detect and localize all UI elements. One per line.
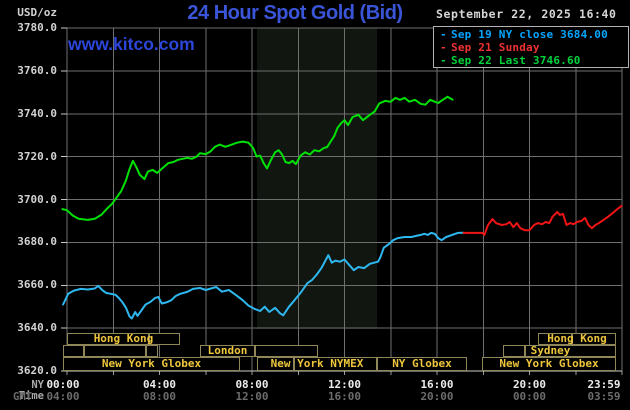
y-axis-tick-label: 3700.0 [17,192,57,206]
legend-box: - Sep 19 NY close 3684.00- Sep 21 Sunday - S… [433,26,629,68]
gridlines [61,27,623,375]
ny-time-tick-label: 08:00 [235,378,269,391]
session-box [525,345,616,357]
ny-time-tick-label: 23:59 [587,378,621,391]
gmt-time-tick-label: 04:00 [46,390,80,403]
gmt-time-tick-label: 16:00 [327,390,362,403]
session-box [257,357,294,371]
y-axis-tick-label: 3640.0 [17,321,57,335]
session-label: New York Globex [101,357,202,370]
ny-time-tick-label: 00:00 [46,378,80,391]
gmt-row-label: GMT [13,391,32,403]
kitco-watermark-link[interactable]: www.kitco.com [68,34,195,54]
ny-time-tick-label: 04:00 [142,378,177,391]
session-box [538,333,572,345]
y-axis-tick-label: 3740.0 [17,106,57,120]
series-sep19-line [62,231,465,320]
session-label: New York NYMEX [270,357,364,370]
session-box [67,333,149,345]
legend-dash-marker: - [440,28,447,41]
session-label: NY Globex [392,357,452,370]
ny-time-row-label: NY Time [18,379,44,402]
session-box [482,357,616,371]
session-box [149,333,180,345]
gmt-time-tick-label: 12:00 [235,390,269,403]
ny-time-tick-label: 20:00 [512,378,547,391]
legend-dash-marker: - [440,54,447,67]
series-sep21-line [462,204,623,236]
legend-entry-label: Sep 19 NY close 3684.00 [451,28,608,41]
session-box [572,333,616,345]
gmt-time-tick-label: 00:00 [512,390,547,403]
ny-time-tick-label: 12:00 [327,378,362,391]
session-label: Hong Kong [93,332,154,345]
gmt-time-tick-label: 20:00 [420,390,454,403]
y-axis-tick-label: 3720.0 [17,149,57,163]
ny-time-tick-label: 16:00 [420,378,454,391]
session-box [63,345,84,357]
session-box [146,345,158,357]
y-axis-tick-label: 3680.0 [17,235,57,249]
y-axis-tick-label: 3660.0 [17,278,57,292]
legend-entry-label: Sep 21 Sunday [451,41,540,54]
legend-entry-sep21: - Sep 21 Sunday [440,41,628,54]
session-box [294,357,377,371]
gmt-time-tick-label: 03:59 [587,390,621,403]
legend-entry-sep19: - Sep 19 NY close 3684.00 [440,28,628,41]
session-label: Sydney [530,344,571,357]
y-axis-tick-label: 3760.0 [17,63,57,77]
nymex-session-band [257,28,378,329]
y-axis-unit-label: USD/oz [17,6,57,19]
legend-entry-label: Sep 22 Last 3746.60 [451,54,581,67]
legend-entry-sep22: - Sep 22 Last 3746.60 [440,54,628,67]
session-box [377,357,467,371]
session-box [255,345,318,357]
legend-dash-marker: - [440,41,447,54]
session-label: Hong Kong [547,332,607,345]
y-axis-tick-label: 3620.0 [17,364,57,377]
chart-title: 24 Hour Spot Gold (Bid) [187,2,403,24]
session-box [84,345,146,357]
session-box [200,345,255,357]
session-label: New York Globex [499,357,599,370]
gmt-time-tick-label: 08:00 [142,390,177,403]
y-axis-tick-label: 3780.0 [17,21,57,34]
session-box [63,357,240,371]
chart-timestamp: September 22, 2025 16:40 [436,7,617,21]
session-box [503,345,525,357]
series-sep22-line [61,95,454,221]
session-label: London [207,344,248,357]
